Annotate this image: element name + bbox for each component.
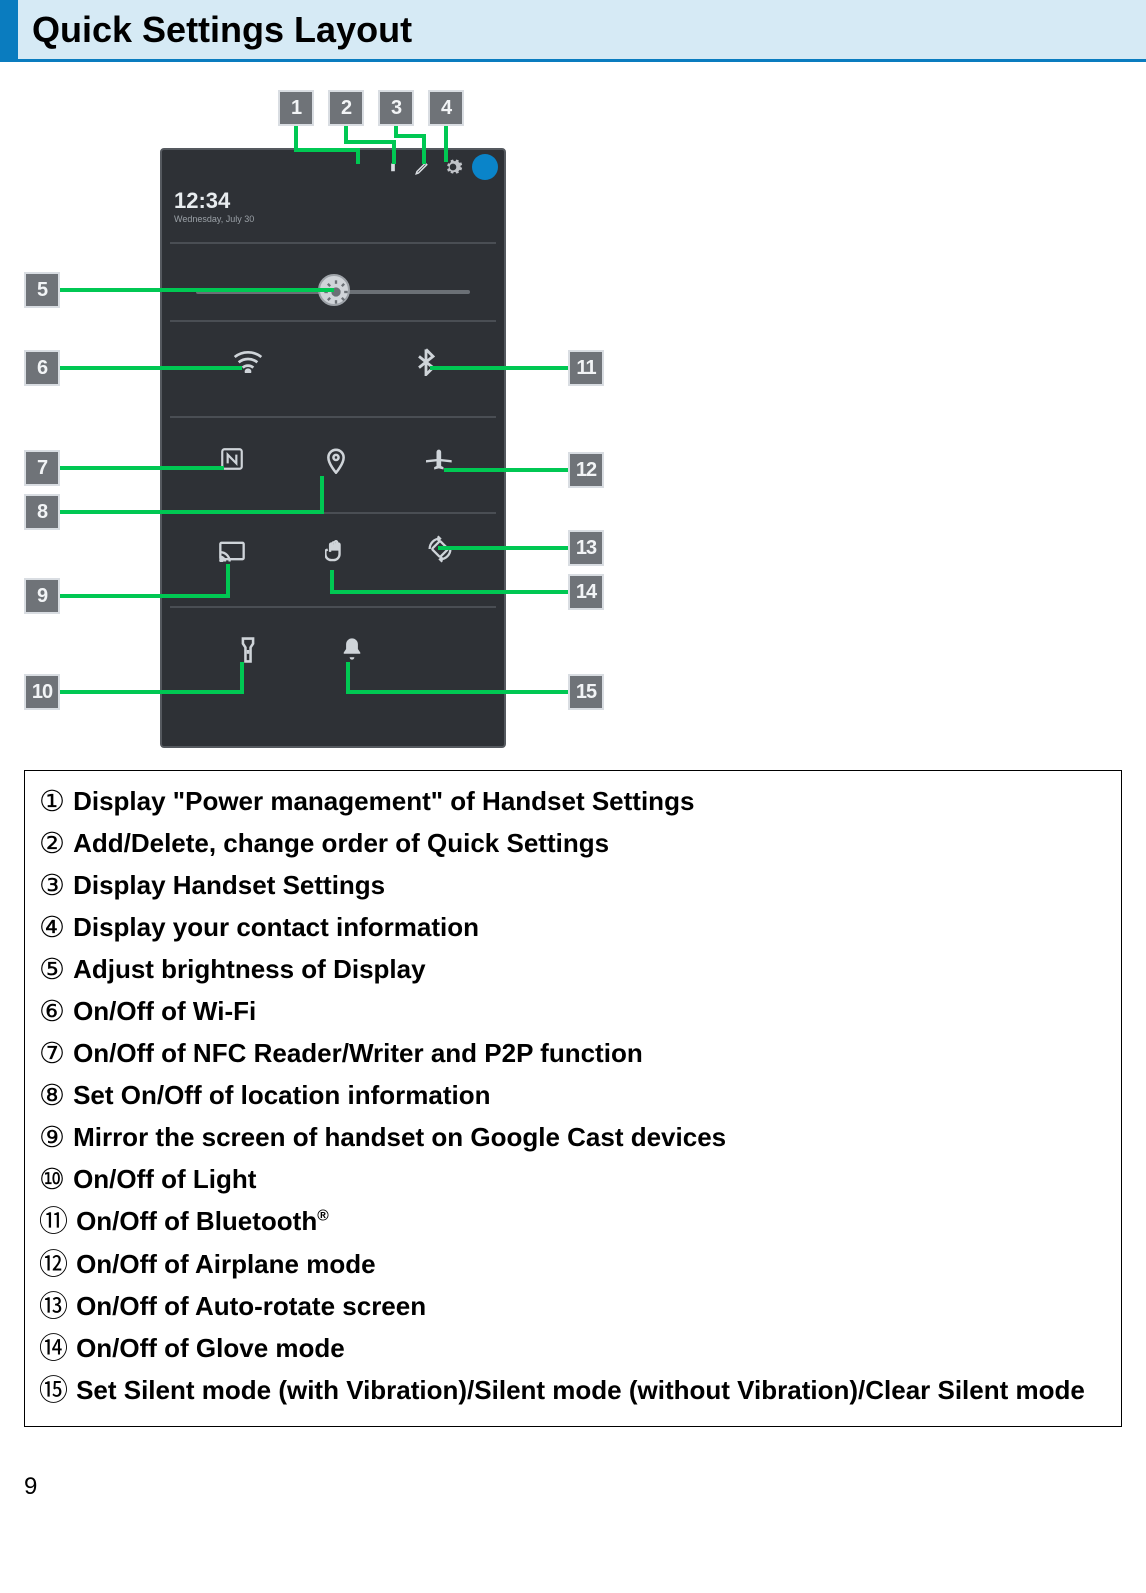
legend-number: ③ [39, 870, 73, 902]
page-number: 9 [24, 1473, 1146, 1501]
divider [170, 416, 496, 418]
battery-icon: ▮ [382, 156, 404, 178]
legend-number: ⑫ [39, 1249, 76, 1281]
callout-11: 11 [568, 350, 604, 386]
divider [170, 606, 496, 608]
divider [170, 512, 496, 514]
callout-9: 9 [24, 578, 60, 614]
legend-number: ⑪ [39, 1206, 76, 1238]
legend-item: ⑮ Set Silent mode (with Vibration)/Silen… [39, 1370, 1107, 1412]
legend-number: ⑥ [39, 996, 73, 1028]
callout-3: 3 [378, 90, 414, 126]
legend-text: On/Off of Glove mode [76, 1333, 345, 1363]
location-icon [316, 446, 356, 480]
legend-item: ⑨ Mirror the screen of handset on Google… [39, 1117, 1107, 1159]
flashlight-icon [228, 636, 268, 670]
notification-time: 12:34 Wednesday, July 30 [174, 188, 254, 224]
legend-number: ⑮ [39, 1375, 76, 1407]
legend-item: ① Display "Power management" of Handset … [39, 781, 1107, 823]
brightness-slider-thumb [318, 274, 350, 306]
edit-icon [412, 156, 434, 178]
callout-1: 1 [278, 90, 314, 126]
legend-item: ⑦ On/Off of NFC Reader/Writer and P2P fu… [39, 1033, 1107, 1075]
bluetooth-icon [406, 348, 446, 383]
legend-text: Display your contact information [73, 912, 479, 942]
callout-8: 8 [24, 494, 60, 530]
legend-item: ⑤ Adjust brightness of Display [39, 949, 1107, 991]
legend-item: ③ Display Handset Settings [39, 865, 1107, 907]
legend-text: On/Off of Bluetooth® [76, 1206, 329, 1236]
legend-item: ⑧ Set On/Off of location information [39, 1075, 1107, 1117]
phone-mockup: ▮ 12:34 Wednesday, July 30 [160, 148, 506, 748]
legend-text: Mirror the screen of handset on Google C… [73, 1122, 726, 1152]
title-accent-bar [0, 0, 18, 59]
legend-text: On/Off of NFC Reader/Writer and P2P func… [73, 1038, 643, 1068]
legend-item: ⑥ On/Off of Wi-Fi [39, 991, 1107, 1033]
legend-item: ④ Display your contact information [39, 907, 1107, 949]
callout-10: 10 [24, 674, 60, 710]
legend-text: On/Off of Auto-rotate screen [76, 1291, 426, 1321]
legend-box: ① Display "Power management" of Handset … [24, 770, 1122, 1427]
divider [170, 320, 496, 322]
legend-item: ⑩ On/Off of Light [39, 1159, 1107, 1201]
callout-2: 2 [328, 90, 364, 126]
gear-icon [442, 156, 464, 178]
legend-text: Display "Power management" of Handset Se… [73, 786, 694, 816]
callout-13: 13 [568, 530, 604, 566]
callout-15: 15 [568, 674, 604, 710]
callout-7: 7 [24, 450, 60, 486]
legend-number: ⑤ [39, 954, 73, 986]
rotate-icon [420, 534, 460, 570]
legend-text: Display Handset Settings [73, 870, 385, 900]
legend-text: On/Off of Wi-Fi [73, 996, 256, 1026]
legend-number: ⑦ [39, 1038, 73, 1070]
callout-5: 5 [24, 272, 60, 308]
glove-icon [316, 540, 356, 572]
legend-text: Add/Delete, change order of Quick Settin… [73, 828, 609, 858]
legend-item: ⑫ On/Off of Airplane mode [39, 1244, 1107, 1286]
airplane-icon [420, 446, 460, 478]
callout-4: 4 [428, 90, 464, 126]
quick-settings-diagram: ▮ 12:34 Wednesday, July 30 [24, 90, 614, 762]
date-text: Wednesday, July 30 [174, 214, 254, 224]
legend-item: ② Add/Delete, change order of Quick Sett… [39, 823, 1107, 865]
legend-text: On/Off of Airplane mode [76, 1249, 375, 1279]
silent-icon [332, 636, 372, 668]
callout-6: 6 [24, 350, 60, 386]
section-title-bar: Quick Settings Layout [0, 0, 1146, 62]
legend-item: ⑪ On/Off of Bluetooth® [39, 1201, 1107, 1243]
legend-number: ⑬ [39, 1291, 76, 1323]
legend-number: ⑨ [39, 1122, 73, 1154]
legend-text: On/Off of Light [73, 1164, 256, 1194]
avatar-icon [472, 154, 498, 180]
legend-number: ⑭ [39, 1333, 76, 1365]
legend-number: ⑧ [39, 1080, 73, 1112]
legend-text: Set Silent mode (with Vibration)/Silent … [76, 1375, 1085, 1405]
wifi-icon [228, 348, 268, 380]
cast-icon [212, 540, 252, 568]
legend-number: ④ [39, 912, 73, 944]
legend-item: ⑬ On/Off of Auto-rotate screen [39, 1286, 1107, 1328]
time-text: 12:34 [174, 188, 254, 214]
section-title: Quick Settings Layout [18, 0, 1146, 59]
legend-text: Set On/Off of location information [73, 1080, 490, 1110]
legend-number: ① [39, 786, 73, 818]
legend-number: ② [39, 828, 73, 860]
legend-text: Adjust brightness of Display [73, 954, 426, 984]
divider [170, 242, 496, 244]
callout-12: 12 [568, 452, 604, 488]
legend-item: ⑭ On/Off of Glove mode [39, 1328, 1107, 1370]
nfc-icon [212, 446, 252, 478]
callout-14: 14 [568, 574, 604, 610]
legend-number: ⑩ [39, 1164, 73, 1196]
